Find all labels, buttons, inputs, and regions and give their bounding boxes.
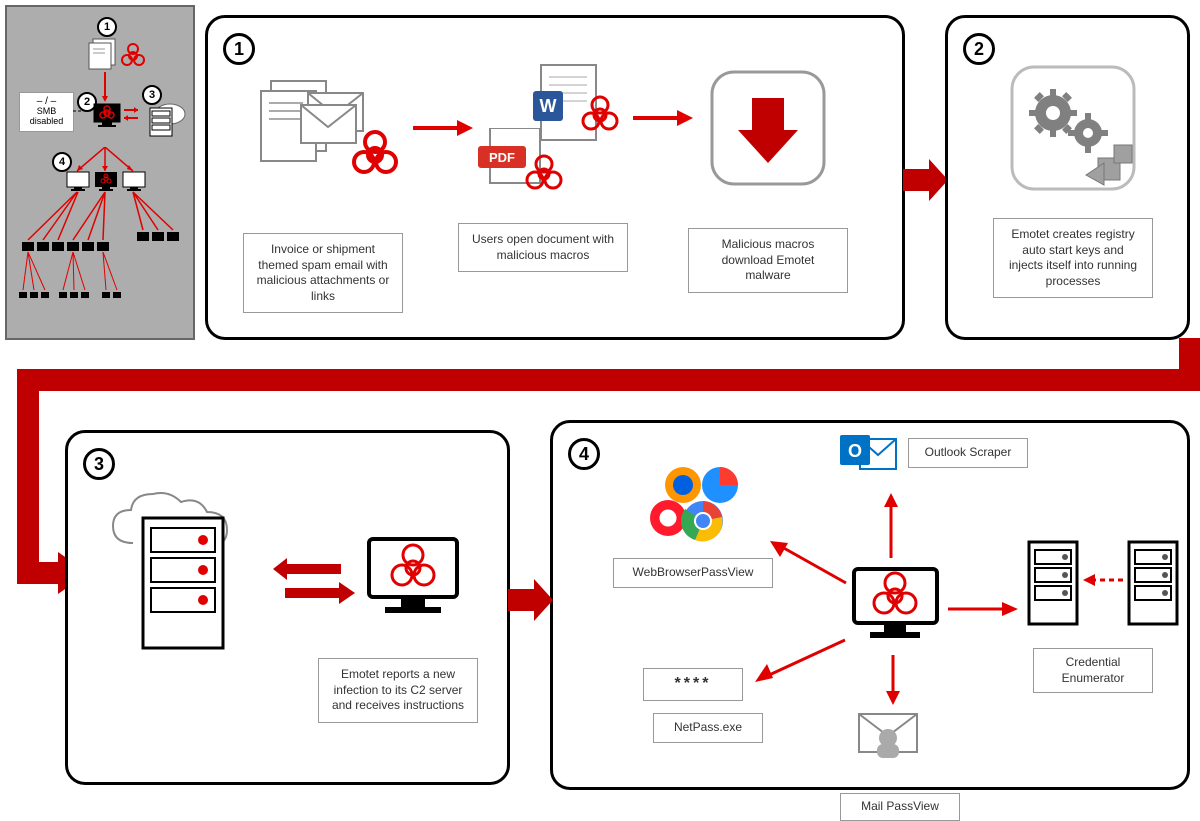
servers-icon (1123, 538, 1183, 633)
dashed-line-icon (73, 109, 93, 113)
biohazard-icon (119, 42, 147, 70)
outlook-icon: O (838, 431, 898, 481)
arrow-right-icon (413, 118, 473, 138)
overview-panel: 1 – / – SMB disabled 2 3 (5, 5, 195, 340)
svg-text:PDF: PDF (489, 150, 515, 165)
arrow-upleft-icon (768, 541, 848, 586)
asterisks-box: **** (643, 668, 743, 701)
badge-1: 1 (223, 33, 255, 65)
monitor-icon (92, 102, 122, 130)
svg-text:W: W (540, 96, 557, 116)
netpass-label: NetPass.exe (653, 713, 763, 743)
arrow-up-icon (883, 493, 899, 558)
panel2-box: Emotet creates registry auto start keys … (993, 218, 1153, 298)
panel1-box1: Invoice or shipment themed spam email wi… (243, 233, 403, 313)
down-arrow-icon (102, 72, 108, 102)
browser-label: WebBrowserPassView (613, 558, 773, 588)
dashed-arrow-icon (1083, 573, 1125, 587)
c2-server-icon (103, 488, 273, 658)
servers-icon (1023, 538, 1083, 633)
biohazard-icon (578, 93, 623, 138)
panel-3: 3 Emotet reports a new infection to its … (65, 430, 510, 785)
panel-2: 2 Emotet creates registry auto start key… (945, 15, 1190, 340)
panel1-box2: Users open document with malicious macro… (458, 223, 628, 272)
biohazard-icon (348, 128, 403, 183)
ov-badge-1: 1 (97, 17, 117, 37)
panel1-box3: Malicious macros download Emotet malware (688, 228, 848, 293)
arrow-right-icon (948, 601, 1018, 617)
infected-pc-icon (848, 563, 943, 653)
server-cloud-icon (142, 102, 187, 142)
browsers-icon (638, 463, 758, 548)
svg-text:O: O (848, 441, 862, 461)
panel3-box: Emotet reports a new infection to its C2… (318, 658, 478, 723)
infected-pc-icon (363, 533, 463, 628)
smb-disabled-box: – / – SMB disabled (19, 92, 74, 132)
panel-4: 4 O Outlook Scraper WebBrowserPassView (550, 420, 1190, 790)
panel-1: 1 Invoice or shipment themed spam email … (205, 15, 905, 340)
mailpass-icon (853, 708, 923, 763)
arrow-down-icon (885, 655, 901, 705)
ov-arrows-icon (122, 105, 144, 125)
mailpass-label: Mail PassView (840, 793, 960, 821)
outlook-label: Outlook Scraper (908, 438, 1028, 468)
fat-arrow-icon (508, 575, 553, 625)
fat-arrow-icon (903, 155, 948, 205)
badge-4: 4 (568, 438, 600, 470)
download-icon (708, 68, 828, 188)
arrow-downleft-icon (753, 638, 848, 683)
cred-label: Credential Enumerator (1033, 648, 1153, 693)
biohazard-icon (523, 153, 565, 195)
badge-2: 2 (963, 33, 995, 65)
smb-label: SMB disabled (30, 106, 64, 126)
gears-icon (1008, 63, 1138, 193)
bidir-arrows-icon (273, 558, 358, 608)
arrow-right-icon (633, 108, 693, 128)
badge-3: 3 (83, 448, 115, 480)
spread-tree-icon (17, 147, 187, 332)
